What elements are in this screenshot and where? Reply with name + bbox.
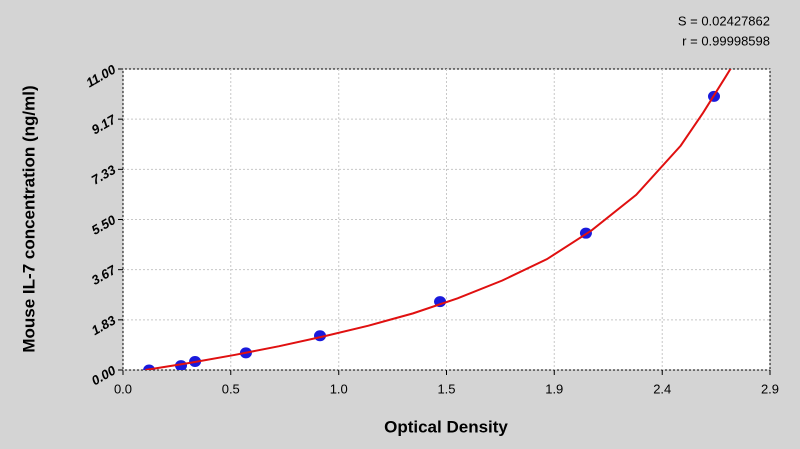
annotation: r = 0.99998598 <box>682 33 770 48</box>
x-axis-label: Optical Density <box>384 417 508 436</box>
fit-curve <box>145 69 732 370</box>
marks <box>143 69 732 370</box>
grid <box>118 68 771 375</box>
y-axis-label: Mouse IL-7 concentration (ng/ml) <box>19 85 38 352</box>
annotation: S = 0.02427862 <box>678 13 770 28</box>
x-tick-label: 0.0 <box>114 381 132 396</box>
y-tick-label: 5.50 <box>89 212 119 238</box>
x-tick-label: 0.5 <box>222 381 240 396</box>
x-tick-label: 2.9 <box>761 381 779 396</box>
x-tick-label: 1.5 <box>437 381 455 396</box>
x-tick-label: 2.4 <box>653 381 671 396</box>
y-tick-label: 11.00 <box>83 61 119 90</box>
y-tick-label: 9.17 <box>89 111 119 137</box>
y-tick-label: 3.67 <box>89 262 119 288</box>
x-tick-label: 1.0 <box>330 381 348 396</box>
y-tick-label: 1.83 <box>89 312 119 338</box>
y-tick-label: 7.33 <box>89 162 119 188</box>
plot-area <box>122 68 771 371</box>
x-tick-label: 1.9 <box>545 381 563 396</box>
